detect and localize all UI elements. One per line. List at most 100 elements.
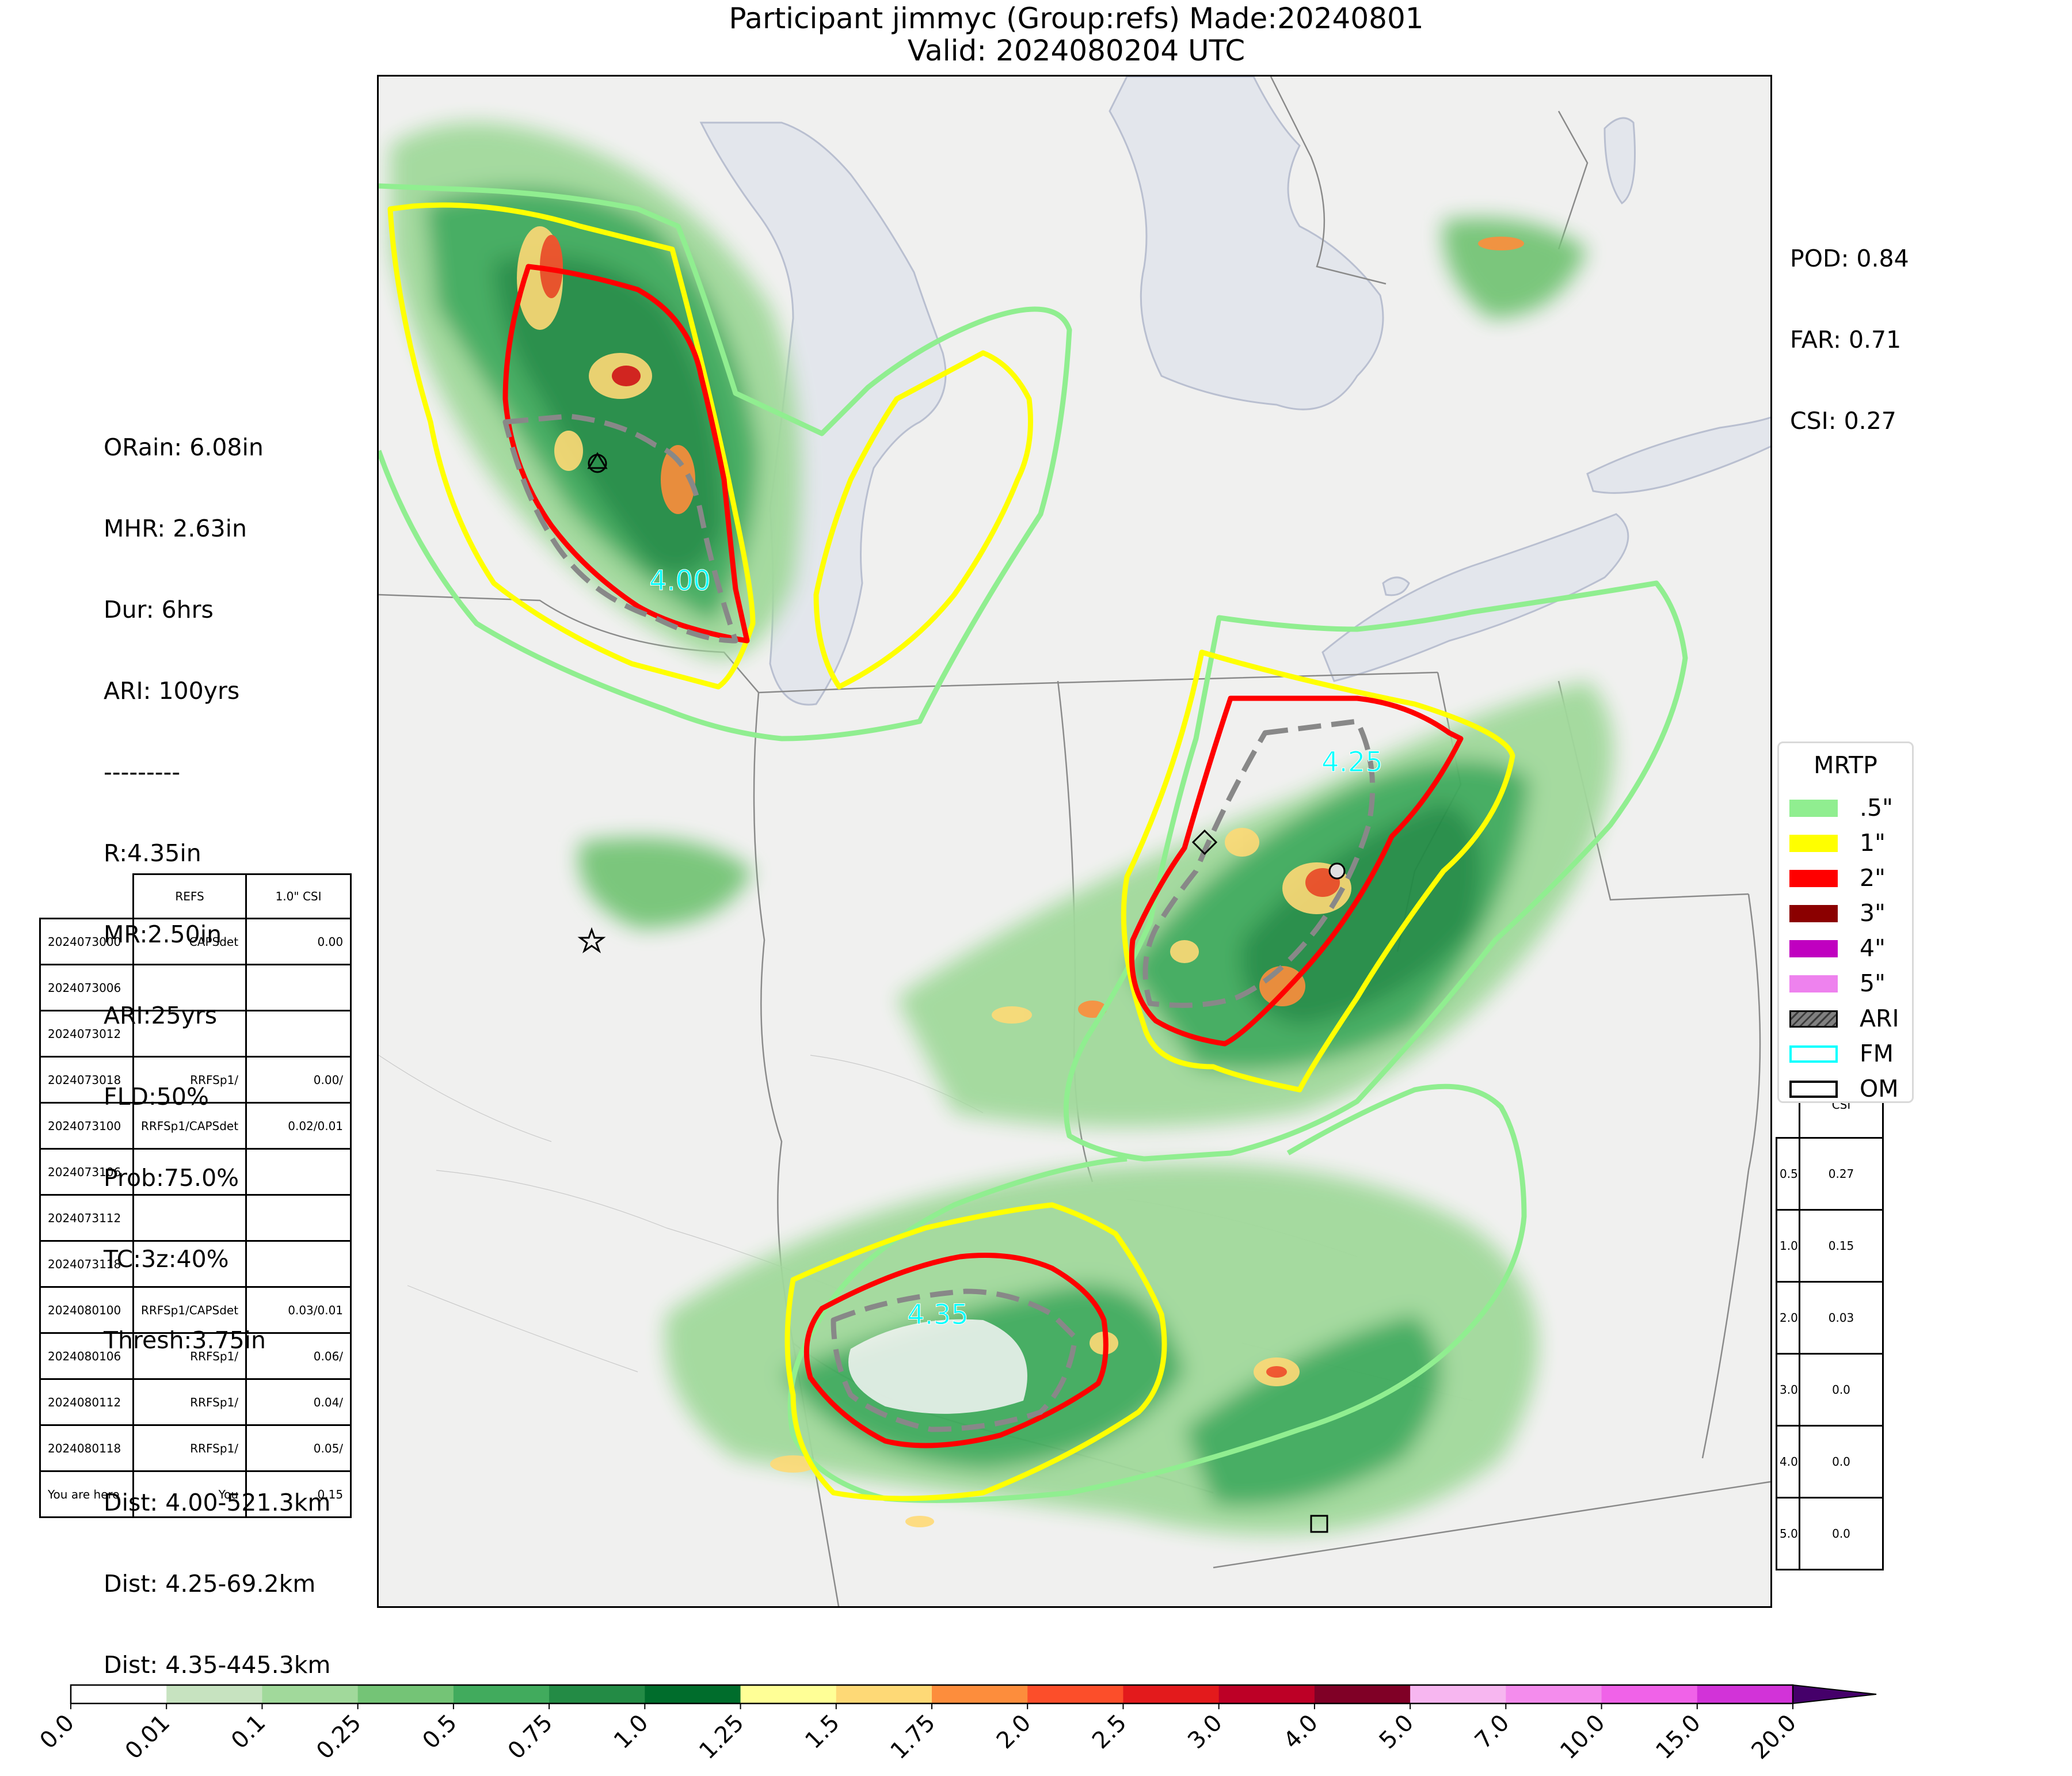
dist3-value: Dist: 4.35-445.3km <box>104 1651 331 1679</box>
colorbar-tick-label: 4.0 <box>1278 1710 1323 1755</box>
refs-cell: You <box>132 1470 247 1518</box>
refs-cell <box>245 1194 352 1242</box>
colorbar-tick-label: 20.0 <box>1747 1710 1802 1765</box>
table-row: 0.5 0.27 <box>1776 1137 1884 1211</box>
fm-labels: 4.00 4.25 4.35 <box>649 565 1384 1332</box>
colorbar-segment <box>262 1685 359 1703</box>
colorbar-tick-label: 0.0 <box>35 1710 80 1755</box>
legend-swatch <box>1789 1081 1838 1098</box>
lake-michigan <box>699 121 947 706</box>
refs-cell: 2024080100 <box>39 1286 134 1334</box>
table-row: 3.0 0.0 <box>1776 1353 1884 1427</box>
colorbar-segment <box>1697 1685 1793 1703</box>
colorbar-tick-label: 0.5 <box>417 1710 462 1755</box>
legend-swatch <box>1789 1045 1838 1063</box>
refs-cell: You are here <box>39 1470 134 1518</box>
colorbar-segment <box>645 1685 741 1703</box>
table-row: You are here You 0.15 <box>39 1470 352 1518</box>
legend-swatch <box>1789 870 1838 887</box>
legend-item: .5" <box>1789 794 1910 822</box>
precip-se-med <box>1184 1314 1441 1507</box>
legend-label: ARI <box>1860 1005 1899 1032</box>
lake-erie <box>1321 513 1629 682</box>
om-circle-marker <box>1328 862 1346 880</box>
dry-gap <box>848 1319 1027 1414</box>
colorbar-segment <box>1601 1685 1698 1703</box>
circle-marker <box>588 454 607 473</box>
refs-cell <box>132 1240 247 1288</box>
colorbar-segment <box>1218 1685 1315 1703</box>
legend-item: ARI <box>1789 1005 1910 1032</box>
fm-label-4-35: 4.35 <box>907 1299 969 1331</box>
table-row: 1.0 0.15 <box>1776 1209 1884 1283</box>
refs-cell: RRFSp1/ <box>132 1056 247 1104</box>
table-row: 2024073100 RRFSp1/CAPSdet 0.02/0.01 <box>39 1102 352 1150</box>
map-canvas: 4.00 4.25 4.35 <box>379 77 1770 1606</box>
refs-cell: 2024073118 <box>39 1240 134 1288</box>
refs-cell: 2024073018 <box>39 1056 134 1104</box>
csi-value-cell: 0.27 <box>1799 1137 1884 1211</box>
colorbar-extend-arrow <box>1792 1684 1877 1705</box>
legend-label: 4" <box>1860 934 1886 962</box>
observation-markers <box>577 452 1346 1533</box>
refs-cell <box>245 1010 352 1058</box>
refs-cell: CAPSdet <box>132 918 247 965</box>
r-value: R:4.35in <box>104 839 201 867</box>
mrtp-half-inch-contours <box>379 183 1688 1503</box>
verification-stats: POD: 0.84 FAR: 0.71 CSI: 0.27 <box>1790 191 1909 462</box>
refs-cell: RRFSp1/CAPSdet <box>132 1286 247 1334</box>
far-value: FAR: 0.71 <box>1790 326 1902 353</box>
dur-value: Dur: 6hrs <box>104 596 214 623</box>
stats-separator: --------- <box>104 758 181 786</box>
legend-label: 2" <box>1860 864 1886 892</box>
refs-cell: 2024073000 <box>39 918 134 965</box>
colorbar-segment <box>549 1685 645 1703</box>
ari-contours <box>502 413 1376 1432</box>
refs-cell: RRFSp1/CAPSdet <box>132 1102 247 1150</box>
colorbar-tick-label: 15.0 <box>1651 1710 1706 1765</box>
colorbar-segment <box>932 1685 1028 1703</box>
colorbar-tick-label: 1.25 <box>694 1710 749 1765</box>
colorbar-segment <box>1506 1685 1602 1703</box>
colorbar-tick-label: 2.0 <box>992 1710 1037 1755</box>
table-row: 4.0 0.0 <box>1776 1425 1884 1499</box>
refs-cell: 2024073112 <box>39 1194 134 1242</box>
precip-w-band <box>578 837 753 929</box>
csi-threshold: 4.0 <box>1776 1425 1800 1499</box>
table-row: 2024080106 RRFSp1/0.06/ <box>39 1332 352 1380</box>
diamond-marker <box>1191 829 1218 855</box>
mrtp-one-inch-contours <box>387 202 1515 1501</box>
legend-title: MRTP <box>1814 751 1877 779</box>
ari-value: ARI: 100yrs <box>104 677 240 705</box>
precip-shading <box>390 123 1614 1535</box>
colorbar-tick-label: 1.5 <box>800 1710 845 1755</box>
refs-cell: 0.04/ <box>245 1378 352 1426</box>
refs-cell <box>245 964 352 1011</box>
square-marker <box>1310 1515 1328 1533</box>
refs-cell <box>132 1194 247 1242</box>
refs-cell: RRFSp1/ <box>132 1332 247 1380</box>
csi-threshold: 1.0 <box>1776 1209 1800 1283</box>
refs-cell: 0.15 <box>245 1470 352 1518</box>
table-row: 2024080100 RRFSp1/CAPSdet 0.03/0.01 <box>39 1286 352 1334</box>
refs-cell: 2024080106 <box>39 1332 134 1380</box>
map-title-line1: Participant jimmyc (Group:refs) Made:202… <box>729 2 1424 35</box>
map-title-line2: Valid: 2024080204 UTC <box>907 34 1246 67</box>
table-row: 2024073018 RRFSp1/0.00/ <box>39 1056 352 1104</box>
refs-cell <box>132 1010 247 1058</box>
colorbar-tick-label: 5.0 <box>1374 1710 1419 1755</box>
fm-label-4-00: 4.00 <box>649 565 711 597</box>
refs-cell: 0.05/ <box>245 1424 352 1472</box>
legend-swatch <box>1789 800 1838 817</box>
colorbar-segment <box>357 1685 454 1703</box>
colorbar-segment <box>1027 1685 1123 1703</box>
refs-cell <box>132 964 247 1011</box>
legend-label: FM <box>1860 1040 1894 1067</box>
csi-value-cell: 0.0 <box>1799 1425 1884 1499</box>
refs-cell <box>132 1148 247 1196</box>
legend-item: 2" <box>1789 864 1910 892</box>
legend-item: 3" <box>1789 899 1910 927</box>
colorbar-segment <box>453 1685 550 1703</box>
refs-cell: 2024080112 <box>39 1378 134 1426</box>
star-marker <box>577 927 606 953</box>
